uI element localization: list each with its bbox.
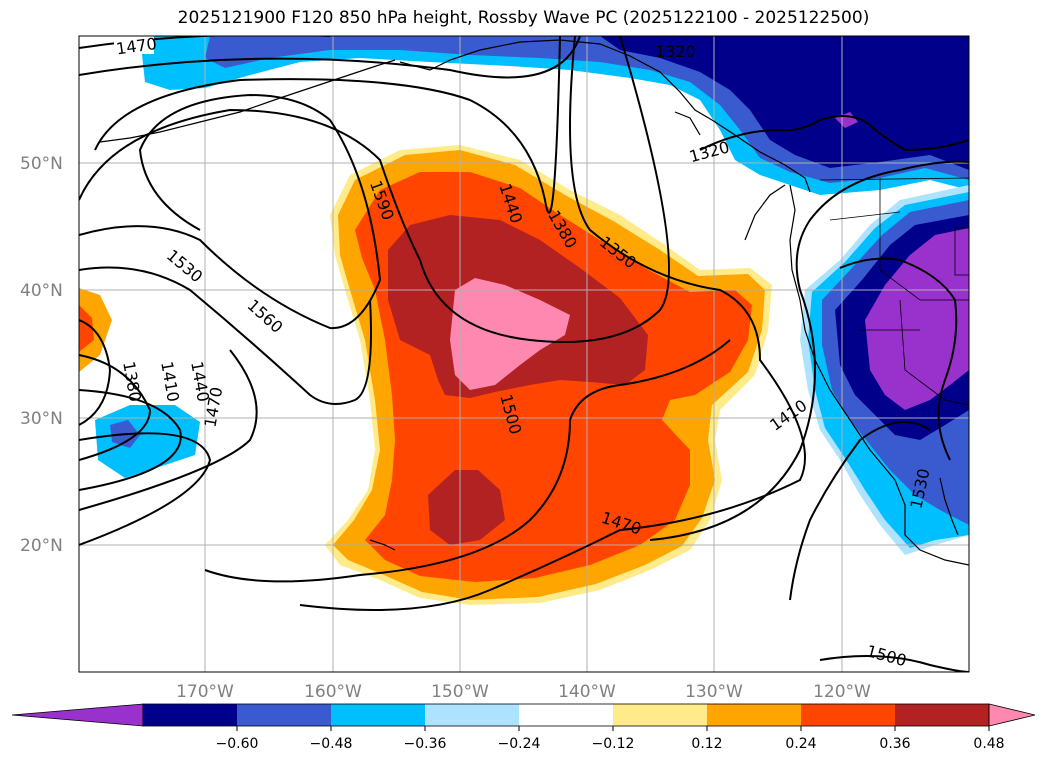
colorbar-tick-label: 0.48: [973, 736, 1004, 752]
coastlines: [99, 39, 969, 566]
colorbar-segment: [237, 704, 332, 726]
neg-anomaly-west-1b: [79, 305, 94, 352]
neg-anomaly-east-5: [865, 228, 969, 410]
colorbar-segment: [143, 704, 238, 726]
colorbar-extend-high: [988, 703, 1036, 727]
lat-label-20: 20°N: [20, 536, 63, 556]
colorbar-segment: [331, 704, 426, 726]
colorbar-tick-label: 0.36: [879, 736, 910, 752]
political-borders: [819, 177, 969, 406]
pos-anomaly-060: [450, 278, 570, 390]
neg-anomaly-north-3: [600, 36, 969, 170]
colorbar-segment: [707, 704, 802, 726]
colorbar-tick-label: −0.24: [498, 736, 541, 752]
neg-anomaly-west-1: [79, 288, 112, 372]
lat-label-30: 30°N: [20, 409, 63, 429]
colorbar-segment: [895, 704, 990, 726]
gridlines: [79, 36, 969, 672]
lon-label-150w: 150°W: [431, 682, 489, 702]
latitude-labels: 50°N 40°N 30°N 20°N: [20, 154, 63, 556]
longitude-labels: 170°W 160°W 150°W 140°W 130°W 120°W: [176, 682, 871, 702]
colorbar-tick-label: 0.24: [785, 736, 816, 752]
pos-anomaly-048-b: [428, 470, 505, 545]
colorbar: −0.60 −0.48 −0.36 −0.24 −0.12 0.12 0.24 0.36 0.4…: [11, 703, 1036, 752]
lat-label-40: 40°N: [20, 281, 63, 301]
colorbar-tick-label: −0.48: [310, 736, 353, 752]
lon-label-130w: 130°W: [685, 682, 743, 702]
colorbar-tick-label: −0.60: [216, 736, 259, 752]
contour-label: 1320: [655, 42, 696, 61]
colorbar-frame: [142, 703, 990, 727]
map-title: 2025121900 F120 850 hPa height, Rossby W…: [177, 8, 870, 28]
lon-label-140w: 140°W: [558, 682, 616, 702]
height-contours: [79, 36, 969, 672]
map-frame: [78, 35, 970, 673]
lon-label-160w: 160°W: [304, 682, 362, 702]
shading-layer: [79, 36, 969, 672]
colorbar-tick-label: −0.36: [404, 736, 447, 752]
colorbar-tick-label: −0.12: [592, 736, 635, 752]
colorbar-segment: [519, 704, 614, 726]
colorbar-extend-low: [11, 703, 144, 727]
colorbar-segment: [613, 704, 708, 726]
lon-label-120w: 120°W: [813, 682, 871, 702]
lat-label-50: 50°N: [20, 154, 63, 174]
colorbar-segment: [801, 704, 896, 726]
lon-label-170w: 170°W: [176, 682, 234, 702]
colorbar-tick-label: 0.12: [691, 736, 722, 752]
colorbar-segment: [425, 704, 520, 726]
